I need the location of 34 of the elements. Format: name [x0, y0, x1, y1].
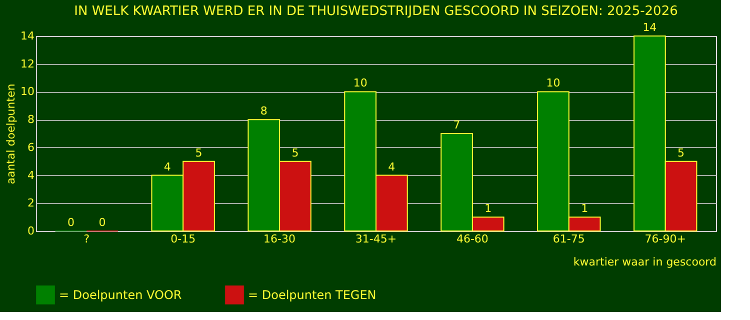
x-tick-label: 16-30: [264, 232, 296, 246]
chart-title: IN WELK KWARTIER WERD ER IN DE THUISWEDSTRIJDEN GESCOORD IN SEIZOEN: 2025-2026: [74, 4, 678, 19]
data-label: 8: [260, 104, 268, 118]
y-tick-label: 6: [28, 140, 34, 154]
data-label: 5: [292, 146, 299, 160]
y-axis-title: aantal doelpunten: [4, 84, 18, 184]
data-label: 10: [546, 76, 560, 90]
x-tick-label: ?: [84, 232, 90, 246]
y-tick-label: 8: [28, 113, 34, 126]
y-tick-label: 0: [28, 224, 34, 238]
data-label: 5: [195, 146, 202, 160]
x-tick-label: 76-90+: [644, 232, 686, 246]
data-label: 10: [353, 76, 368, 90]
y-tick-label: 10: [20, 85, 34, 98]
data-label: 7: [453, 118, 460, 132]
y-tick-label: 12: [20, 57, 34, 70]
x-tick-label: 61-75: [552, 232, 585, 246]
data-label: 4: [164, 160, 171, 174]
x-tick-label: 31-45+: [355, 232, 397, 246]
data-label: 4: [388, 160, 396, 174]
data-label: 0: [98, 216, 106, 229]
y-tick-label: 2: [28, 196, 34, 210]
legend-label: = Doelpunten VOOR: [59, 288, 182, 302]
data-label: 14: [642, 21, 657, 34]
data-label: 1: [484, 202, 492, 216]
y-tick-label: 14: [20, 30, 34, 42]
data-label: 1: [581, 202, 588, 216]
data-label: 0: [67, 216, 74, 229]
legend-label: = Doelpunten TEGEN: [248, 288, 376, 302]
y-tick-label: 4: [28, 168, 34, 182]
x-tick-label: 46-60: [456, 232, 488, 246]
x-axis-title: kwartier waar in gescoord: [573, 256, 716, 268]
data-label: 5: [678, 146, 685, 160]
x-tick-label: 0-15: [170, 232, 196, 246]
